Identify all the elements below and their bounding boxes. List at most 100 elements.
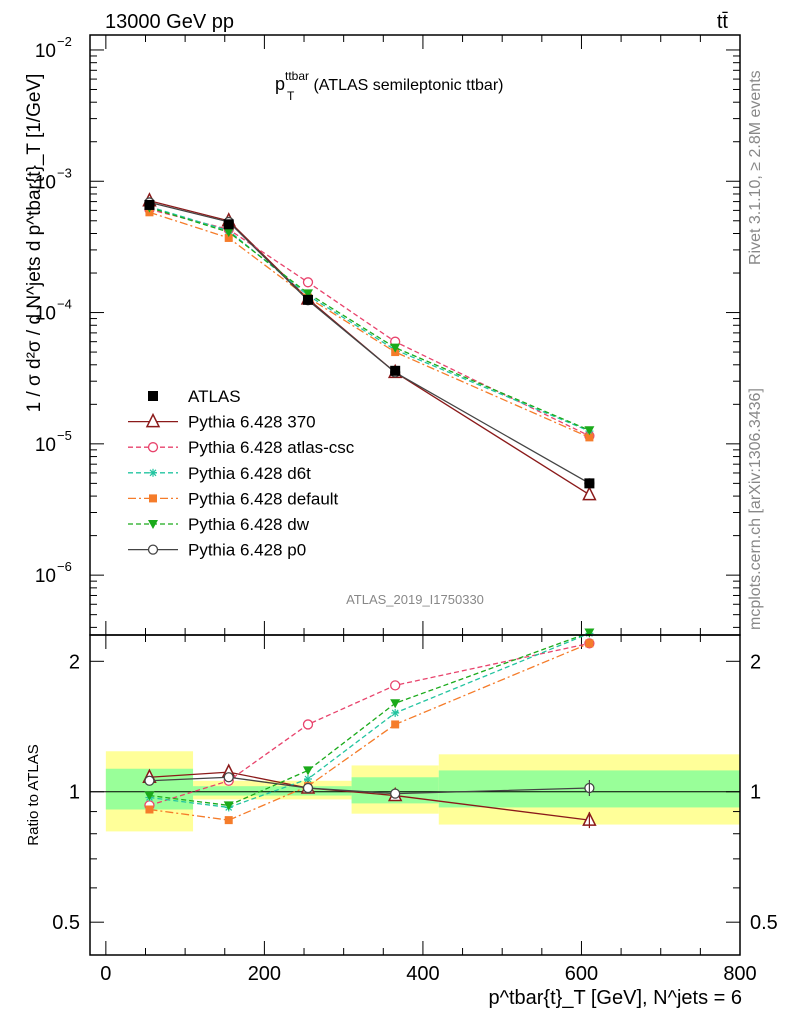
xtick-label: 600: [565, 963, 598, 985]
main-ytick-label: 10: [35, 435, 56, 456]
main-ytick-exp: −2: [57, 34, 72, 49]
xtick-label: 200: [248, 963, 281, 985]
marker-square: [585, 433, 594, 442]
legend-label: Pythia 6.428 d6t: [188, 464, 311, 483]
series-line: [149, 206, 590, 431]
marker-circle: [302, 782, 314, 794]
marker-square: [145, 805, 154, 814]
main-title: pttbar (ATLAS semileptonic ttbar): [275, 69, 503, 94]
marker-triangle-down: [584, 426, 595, 436]
ratio-frame: [89, 634, 741, 956]
legend-entry: ATLAS: [148, 387, 241, 406]
marker-circle: [390, 680, 401, 691]
legend-label: Pythia 6.428 p0: [188, 541, 306, 560]
marker-triangle-down: [302, 766, 313, 776]
mcplots-label: mcplots.cern.ch [arXiv:1306.3436]: [747, 388, 764, 630]
rivet-label: Rivet 3.1.10, ≥ 2.8M events: [747, 70, 764, 265]
marker-triangle-down: [390, 343, 401, 353]
ratio-series: [142, 628, 597, 829]
legend-entry: Pythia 6.428 dw: [128, 515, 310, 534]
legend-label: Pythia 6.428 370: [188, 413, 316, 432]
xtick-label: 800: [723, 963, 756, 985]
ratio-bands: [90, 751, 740, 832]
xlabel: p^tbar{t}_T [GeV], N^jets = 6: [488, 987, 742, 1009]
marker-square: [224, 816, 233, 825]
xtick-label: 0: [100, 963, 111, 985]
marker-square: [149, 494, 157, 503]
marker-star: [391, 708, 400, 717]
marker-data: [584, 478, 595, 489]
legend-label: ATLAS: [188, 387, 241, 406]
marker-data: [148, 391, 158, 401]
ratio-ytick-label-left: 0.5: [52, 912, 80, 934]
marker-data: [302, 294, 313, 305]
marker-star-stroke: [149, 469, 157, 477]
legend-entry: Pythia 6.428 d6t: [128, 464, 311, 483]
legend-entry: Pythia 6.428 p0: [128, 541, 306, 560]
main-ytick-label: 10: [35, 566, 56, 587]
series-pythia-6-428-dw: [144, 628, 595, 811]
main-axis-ticks: 10−610−510−410−310−2: [35, 34, 741, 635]
marker-square: [585, 639, 594, 648]
ratio-ytick-label-right: 1: [750, 782, 761, 804]
marker-triangle-down: [223, 228, 234, 238]
main-ytick-exp: −6: [57, 559, 72, 574]
ratio-ylabel: Ratio to ATLAS: [25, 744, 42, 845]
main-title-rest: (ATLAS semileptonic ttbar): [309, 77, 503, 94]
marker-triangle-down: [302, 289, 313, 299]
marker-data: [144, 199, 155, 210]
main-ytick-label: 10: [35, 172, 56, 193]
marker-triangle-down: [223, 801, 234, 811]
marker-square: [391, 720, 400, 729]
series-line: [149, 631, 590, 807]
marker-triangle: [582, 486, 597, 501]
marker-star-stroke: [304, 775, 312, 783]
marker-circle: [302, 277, 314, 288]
main-ytick-label: 10: [35, 41, 56, 62]
legend-entry: Pythia 6.428 default: [128, 489, 339, 508]
legend-entry: Pythia 6.428 atlas-csc: [128, 438, 355, 457]
main-title-p: p: [275, 74, 285, 94]
ratio-ytick-label-left: 1: [69, 782, 80, 804]
watermark: ATLAS_2019_I1750330: [346, 592, 484, 607]
marker-data: [223, 219, 234, 230]
legend-label: Pythia 6.428 default: [188, 489, 339, 508]
legend-label: Pythia 6.428 dw: [188, 515, 310, 534]
marker-star: [303, 775, 312, 784]
marker-circle: [223, 772, 234, 783]
ratio-ytick-label-right: 2: [750, 651, 761, 673]
marker-circle: [147, 442, 159, 453]
main-ytick-label: 10: [35, 304, 56, 325]
legend-label: Pythia 6.428 atlas-csc: [188, 438, 355, 457]
marker-circle: [302, 719, 314, 730]
header-right: tt̄: [717, 11, 729, 33]
ratio-band-green: [193, 786, 265, 796]
marker-triangle-down: [584, 628, 595, 638]
marker-circle: [144, 775, 155, 786]
marker-triangle-down: [148, 520, 158, 529]
marker-triangle: [145, 412, 161, 428]
marker-triangle-down: [390, 699, 401, 709]
legend: ATLAS Pythia 6.428 370 Pythia 6.428 atlas-…: [128, 387, 355, 560]
main-ytick-exp: −3: [57, 165, 72, 180]
ratio-axis-ticks: 0.5 0.5 1 1 2 2 0 200 400 600 800: [52, 635, 778, 985]
marker-circle: [390, 788, 401, 799]
xtick-label: 400: [406, 963, 439, 985]
marker-square: [224, 233, 233, 242]
main-series: [142, 192, 597, 501]
main-title-sub: T: [287, 89, 295, 103]
legend-entry: Pythia 6.428 370: [128, 413, 316, 432]
main-ylabel: 1 / σ d²σ / d N^jets d p^tbar{t}_T [1/Ge…: [24, 74, 45, 413]
ratio-ytick-label-left: 2: [69, 651, 80, 673]
marker-data: [390, 365, 401, 376]
main-ytick-exp: −4: [57, 297, 72, 312]
ratio-ytick-label-right: 0.5: [750, 912, 778, 934]
marker-circle: [147, 544, 159, 555]
marker-star-stroke: [391, 709, 399, 717]
main-title-sup: ttbar: [285, 69, 309, 83]
marker-triangle-down: [144, 791, 155, 801]
series-atlas-data: [144, 199, 595, 489]
header-left: 13000 GeV pp: [105, 11, 234, 33]
marker-star: [149, 468, 157, 477]
